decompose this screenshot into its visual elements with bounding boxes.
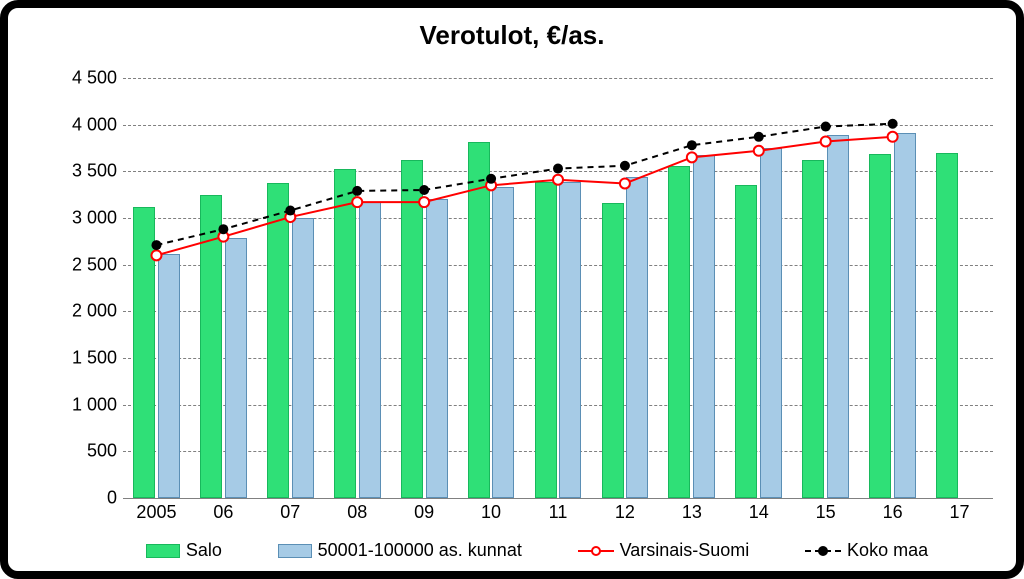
y-axis-label: 4 000 (72, 114, 123, 135)
marker-kokomaa (419, 185, 429, 195)
y-axis-label: 2 500 (72, 254, 123, 275)
y-axis-label: 1 000 (72, 394, 123, 415)
x-axis-label: 07 (280, 498, 300, 523)
legend: Salo 50001-100000 as. kunnat Varsinais-Suo… (8, 540, 1016, 561)
marker-kokomaa (553, 164, 563, 174)
y-axis-label: 3 500 (72, 161, 123, 182)
x-axis-label: 06 (213, 498, 233, 523)
marker-varsinais (620, 178, 630, 188)
x-axis-label: 09 (414, 498, 434, 523)
x-axis-label: 15 (816, 498, 836, 523)
line-kokomaa (156, 124, 892, 245)
marker-kokomaa (352, 186, 362, 196)
marker-varsinais (754, 146, 764, 156)
marker-kokomaa (687, 140, 697, 150)
marker-kokomaa (888, 119, 898, 129)
marker-varsinais (151, 250, 161, 260)
y-axis-label: 4 500 (72, 68, 123, 89)
y-axis-label: 3 000 (72, 208, 123, 229)
line-varsinais (156, 137, 892, 256)
legend-swatch (278, 544, 312, 558)
marker-varsinais (352, 197, 362, 207)
y-axis-label: 500 (87, 441, 123, 462)
marker-varsinais (687, 152, 697, 162)
x-axis-label: 17 (950, 498, 970, 523)
y-axis-label: 1 500 (72, 348, 123, 369)
marker-kokomaa (285, 206, 295, 216)
marker-varsinais (821, 136, 831, 146)
y-axis-label: 2 000 (72, 301, 123, 322)
legend-item-kunnat: 50001-100000 as. kunnat (278, 540, 522, 561)
legend-item-kokomaa: Koko maa (805, 540, 928, 561)
x-axis-label: 2005 (136, 498, 176, 523)
x-axis-label: 11 (549, 498, 568, 523)
legend-swatch (146, 544, 180, 558)
x-axis-label: 16 (883, 498, 903, 523)
x-axis-label: 10 (481, 498, 501, 523)
legend-label: Salo (186, 540, 222, 561)
marker-kokomaa (821, 122, 831, 132)
legend-label: Koko maa (847, 540, 928, 561)
chart-frame: Verotulot, €/as. 05001 0001 5002 0002 50… (0, 0, 1024, 579)
marker-kokomaa (151, 240, 161, 250)
legend-line (805, 544, 841, 558)
line-overlay (123, 78, 993, 498)
legend-label: 50001-100000 as. kunnat (318, 540, 522, 561)
chart-title: Verotulot, €/as. (8, 20, 1016, 51)
marker-varsinais (553, 175, 563, 185)
legend-line (578, 544, 614, 558)
marker-kokomaa (754, 132, 764, 142)
x-axis-label: 12 (615, 498, 635, 523)
x-axis-label: 13 (682, 498, 702, 523)
legend-item-varsinais: Varsinais-Suomi (578, 540, 750, 561)
marker-varsinais (888, 132, 898, 142)
marker-varsinais (419, 197, 429, 207)
x-axis-label: 14 (749, 498, 769, 523)
marker-kokomaa (486, 174, 496, 184)
marker-kokomaa (620, 161, 630, 171)
plot-area: 05001 0001 5002 0002 5003 0003 5004 0004… (123, 78, 993, 498)
marker-kokomaa (218, 224, 228, 234)
legend-item-salo: Salo (146, 540, 222, 561)
x-axis-label: 08 (347, 498, 367, 523)
y-axis-label: 0 (107, 488, 123, 509)
legend-label: Varsinais-Suomi (620, 540, 750, 561)
